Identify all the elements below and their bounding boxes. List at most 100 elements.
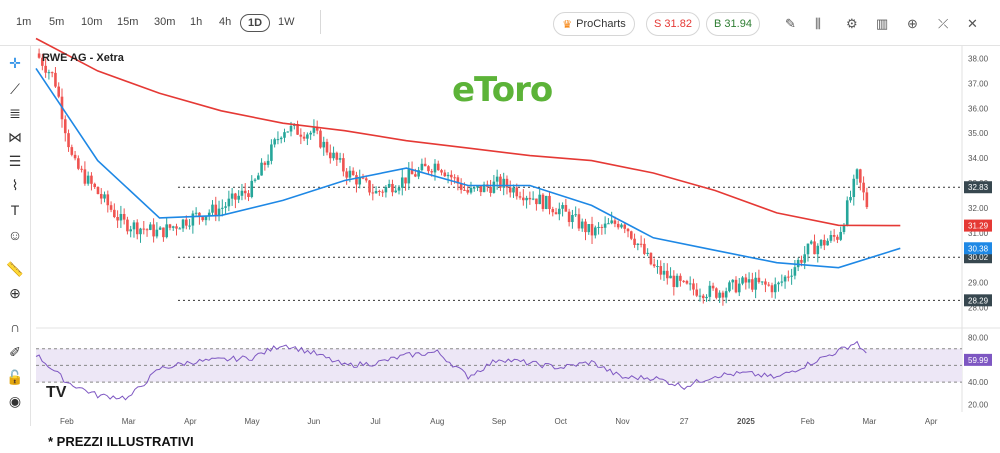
candle-body (309, 132, 312, 135)
candle-body (348, 170, 352, 178)
candle-body (106, 194, 110, 206)
timeframe-30m[interactable]: 30m (154, 16, 176, 28)
draw-pencil-icon[interactable]: ✎ (785, 16, 796, 31)
candle-body (90, 175, 93, 184)
candle-body (234, 193, 237, 200)
candle-body (679, 275, 682, 281)
lock-icon[interactable]: 🔓 (6, 368, 24, 385)
brush-icon[interactable]: ⌇ (11, 176, 19, 193)
candle-body (832, 235, 836, 237)
ruler-icon[interactable]: 📏 (6, 260, 24, 277)
candle-body (364, 178, 368, 181)
candle-body (515, 187, 519, 197)
candle-body (312, 127, 316, 133)
candle-body (319, 130, 322, 148)
candle-body (404, 177, 407, 184)
candle-body (80, 168, 83, 170)
x-tick-label: 2025 (737, 417, 755, 426)
timeframe-10m[interactable]: 10m (81, 16, 103, 28)
candle-body (535, 198, 538, 205)
candle-body (430, 171, 434, 173)
pattern-icon[interactable]: ⋈ (8, 128, 22, 145)
share-icon[interactable]: ⤫ (938, 16, 949, 31)
candle-body (286, 131, 290, 133)
candle-body (165, 224, 168, 238)
candle-body (760, 281, 764, 283)
crosshair-icon[interactable]: ✛ (9, 54, 21, 71)
candle-body (283, 132, 286, 138)
candle-body (590, 224, 594, 236)
candle-body (479, 186, 483, 193)
candle-body (701, 295, 705, 299)
candle-body (865, 192, 869, 208)
zoom-icon[interactable]: ⊕ (9, 284, 21, 301)
candle-body (639, 243, 643, 245)
timeframe-1h[interactable]: 1h (190, 16, 203, 28)
eye-icon[interactable]: ◉ (8, 392, 22, 409)
candle-body (718, 292, 721, 298)
candle-body (109, 205, 113, 210)
timeframe-1w[interactable]: 1W (278, 16, 295, 28)
candle-body (571, 215, 574, 223)
emoji-icon[interactable]: ☺ (7, 227, 23, 243)
buy-button[interactable]: B 31.94 (706, 12, 760, 36)
candle-body (171, 226, 175, 228)
pencil-lock-icon[interactable]: ✐ (9, 343, 21, 360)
close-icon[interactable]: ✕ (967, 16, 978, 31)
candle-body (50, 72, 54, 74)
candle-body (296, 124, 299, 135)
price-tick-label: 34.00 (968, 154, 989, 163)
candle-body (378, 190, 381, 192)
indicators-icon[interactable]: ⫼ (815, 16, 821, 31)
ma-slow-line (35, 37, 901, 227)
etoro-logo: eToro (452, 70, 553, 110)
x-tick-label: May (245, 417, 260, 426)
candle-body (214, 204, 218, 216)
candle-body (744, 277, 748, 283)
settings-gear-icon[interactable]: ⚙ (846, 16, 858, 31)
candle-body (221, 207, 224, 209)
timeframe-15m[interactable]: 15m (117, 16, 139, 28)
parallel-lines-icon[interactable]: ≣ (9, 104, 21, 121)
candle-body (443, 172, 447, 177)
candle-body (433, 163, 437, 173)
candle-body (656, 266, 659, 268)
candle-body (780, 281, 784, 283)
candle-body (787, 276, 790, 278)
sell-button[interactable]: S 31.82 (646, 12, 700, 36)
candle-body (492, 181, 496, 193)
candle-body (728, 282, 731, 292)
candle-body (178, 228, 182, 230)
fib-icon[interactable]: ☰ (8, 152, 22, 169)
text-icon[interactable]: T (10, 202, 20, 218)
candle-body (518, 196, 522, 198)
timeframe-1m[interactable]: 1m (16, 16, 32, 28)
candle-body (103, 194, 106, 199)
candle-body (162, 227, 165, 238)
timeframe-1d[interactable]: 1D (240, 14, 271, 32)
candle-body (561, 205, 564, 209)
candle-body (155, 229, 159, 237)
level-tag-label: 28.29 (968, 296, 989, 305)
trendline-icon[interactable]: ⟋ (10, 80, 20, 97)
candle-body (299, 134, 303, 137)
candle-body (306, 134, 309, 139)
magnet-icon[interactable]: ∩ (9, 319, 21, 335)
candle-body (70, 147, 74, 155)
top-separator (0, 45, 1000, 46)
candle-body (168, 224, 172, 228)
candle-body (77, 158, 80, 169)
level-tag-label: 32.83 (968, 183, 989, 192)
add-icon[interactable]: ⊕ (907, 16, 918, 31)
candle-body (358, 177, 362, 185)
candle-body (240, 190, 244, 196)
timeframe-4h[interactable]: 4h (219, 16, 232, 28)
candle-body (623, 224, 627, 229)
chart-type-icon[interactable]: ▥ (876, 16, 889, 31)
procharts-button[interactable]: ♛ ProCharts (553, 12, 635, 36)
top-toolbar: 1m 5m 10m 15m 30m 1h 4h 1D 1W ♛ ProChart… (0, 0, 1000, 46)
candle-body (528, 197, 532, 200)
timeframe-5m[interactable]: 5m (49, 16, 65, 28)
candle-body (122, 213, 126, 220)
